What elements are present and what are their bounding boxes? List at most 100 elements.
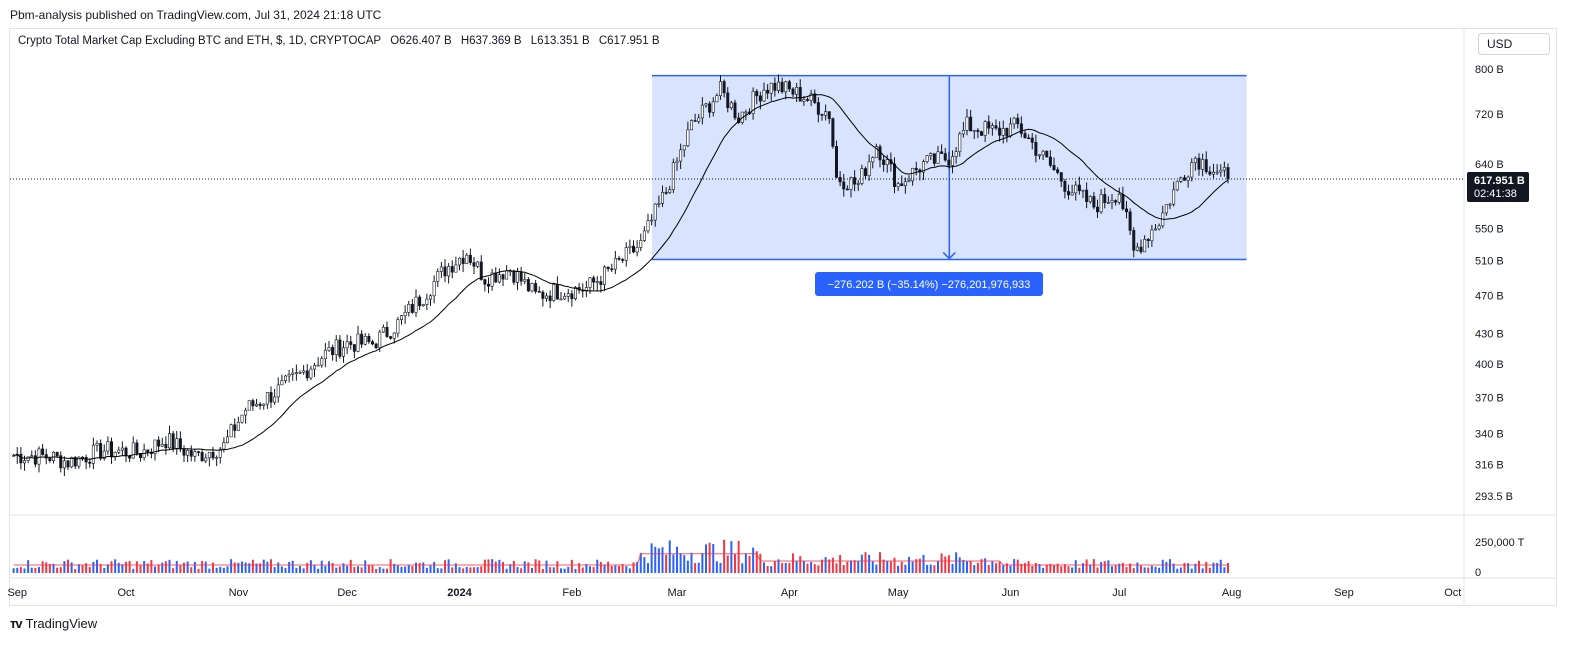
- footer-brand[interactable]: TradingView: [25, 616, 98, 631]
- volume-bar: [70, 562, 73, 573]
- candle-body: [885, 159, 889, 165]
- candle-body: [222, 442, 226, 450]
- candle-body: [617, 257, 621, 260]
- candle-body: [784, 81, 788, 93]
- candle-body: [1077, 184, 1081, 192]
- currency-button[interactable]: USD: [1478, 33, 1550, 55]
- candle-body: [845, 188, 849, 191]
- candle-body: [461, 257, 465, 264]
- volume-bar: [915, 559, 918, 573]
- volume-bar: [589, 566, 591, 573]
- candle-body: [51, 451, 55, 461]
- volume-bar: [473, 567, 475, 573]
- candle-body: [816, 102, 820, 115]
- candle-body: [824, 111, 828, 116]
- candle-body: [943, 153, 947, 161]
- volume-bar: [429, 565, 432, 573]
- volume-bar: [1158, 567, 1161, 573]
- candle-body: [291, 372, 295, 375]
- volume-bar: [755, 551, 758, 573]
- candle-body: [867, 161, 871, 176]
- volume-bar: [204, 561, 207, 573]
- candle-body: [276, 384, 280, 398]
- volume-bar: [976, 562, 979, 573]
- volume-bar: [1060, 566, 1063, 573]
- candle-body: [62, 460, 66, 469]
- price-tick-label: 316 B: [1475, 460, 1504, 472]
- candle-body: [773, 82, 777, 91]
- candle-body: [1175, 181, 1179, 191]
- candle-body: [407, 303, 411, 313]
- volume-bar: [1205, 561, 1208, 573]
- volume-bar: [748, 555, 751, 573]
- candle-body: [146, 449, 150, 453]
- price-tick-label: 640 B: [1475, 159, 1504, 171]
- volume-bar: [734, 554, 736, 573]
- volume-bar: [30, 567, 33, 573]
- candle-body: [657, 203, 661, 205]
- candle-body: [1096, 206, 1100, 213]
- candle-body: [316, 364, 320, 367]
- legend-title[interactable]: Crypto Total Market Cap Excluding BTC an…: [18, 35, 382, 47]
- candle-body: [110, 441, 114, 457]
- volume-bar: [661, 547, 664, 573]
- candle-body: [896, 183, 900, 187]
- candle-body: [831, 118, 835, 147]
- candle-body: [664, 192, 668, 194]
- candle-body: [940, 151, 944, 154]
- tradingview-logo-icon[interactable]: ᴛᴠ: [10, 616, 23, 631]
- candle-body: [1168, 203, 1172, 206]
- candle-body: [33, 455, 37, 465]
- candle-body: [197, 451, 201, 453]
- volume-bar: [1227, 562, 1229, 573]
- volume-bar: [132, 568, 135, 573]
- candle-body: [1099, 194, 1103, 213]
- volume-bar: [676, 546, 678, 573]
- candle-body: [675, 160, 679, 164]
- candle-body: [751, 91, 755, 114]
- volume-bar: [770, 566, 773, 573]
- volume-bar: [737, 540, 740, 573]
- candle-body: [1052, 165, 1056, 171]
- volume-bar: [295, 567, 298, 573]
- candle-body: [302, 370, 306, 373]
- candle-body: [635, 247, 639, 253]
- candle-body: [19, 453, 23, 464]
- price-tick-label: 550 B: [1475, 224, 1504, 236]
- volume-bar: [251, 559, 254, 573]
- volume-bar: [415, 562, 417, 573]
- volume-bar: [712, 544, 715, 573]
- candle-body: [559, 298, 563, 301]
- volume-bar: [726, 555, 729, 573]
- volume-bar: [882, 559, 885, 573]
- volume-bar: [465, 566, 468, 573]
- candle-body: [450, 266, 454, 273]
- candle-body: [570, 293, 574, 300]
- volume-bar: [1187, 563, 1190, 573]
- volume-bar: [560, 568, 562, 573]
- volume-bar: [998, 561, 1001, 573]
- candle-body: [646, 220, 650, 232]
- candle-body: [679, 149, 683, 162]
- volume-bar: [730, 541, 733, 573]
- candle-body: [1135, 246, 1139, 251]
- candle-body: [642, 230, 646, 241]
- volume-bar: [995, 563, 997, 573]
- volume-bar: [389, 559, 392, 573]
- volume-bar: [168, 559, 171, 573]
- volume-bar: [697, 562, 700, 573]
- candles: [12, 74, 1230, 477]
- measure-label: −276.202 B (−35.14%) −276,201,976,933: [815, 272, 1043, 296]
- volume-bar: [128, 561, 131, 573]
- candle-body: [718, 81, 722, 97]
- candle-body: [1204, 159, 1208, 173]
- price-tick-label: 720 B: [1475, 109, 1504, 121]
- volume-bar: [650, 543, 653, 573]
- legend-low: L613.351 B: [530, 35, 590, 47]
- volume-pane: [12, 539, 1229, 573]
- candle-body: [892, 163, 896, 187]
- volume-bar: [908, 556, 910, 573]
- candle-body: [842, 181, 846, 190]
- volume-bar: [458, 567, 461, 573]
